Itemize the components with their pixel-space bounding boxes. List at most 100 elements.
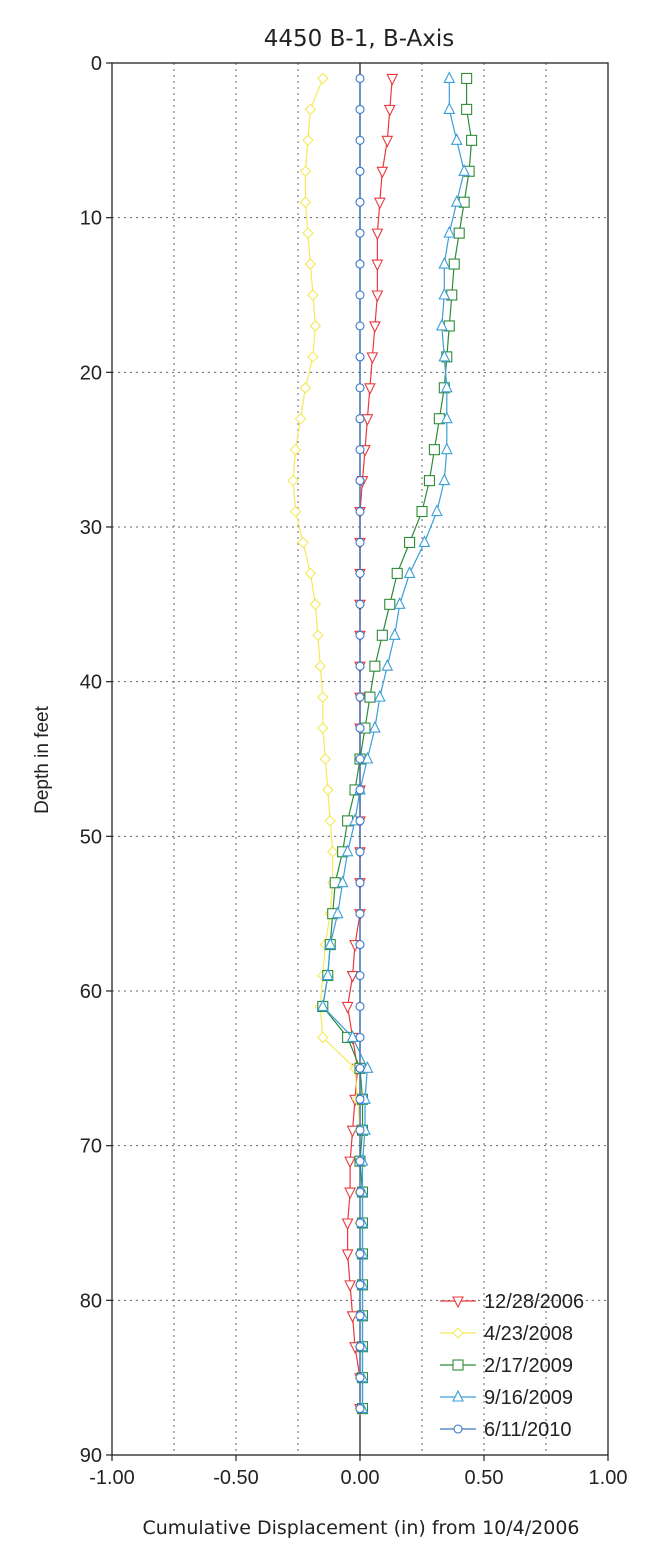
legend-label: 12/28/2006 <box>484 1291 584 1313</box>
legend-item: 2/17/2009 <box>440 1355 573 1377</box>
data-point <box>355 1125 365 1135</box>
data-point <box>355 1187 365 1197</box>
data-point <box>371 228 384 241</box>
data-point <box>361 1061 374 1073</box>
legend-marker <box>453 1424 463 1434</box>
data-point <box>355 135 365 145</box>
data-point <box>355 1218 365 1228</box>
data-point <box>418 535 431 548</box>
data-point <box>307 289 319 301</box>
data-point <box>307 351 319 363</box>
data-point <box>355 1311 365 1321</box>
y-tick-label: 50 <box>80 826 102 848</box>
data-point <box>355 599 365 609</box>
data-point <box>287 474 299 487</box>
data-point <box>302 134 314 147</box>
data-point <box>393 597 406 609</box>
data-point <box>458 164 471 176</box>
data-point <box>331 906 344 919</box>
legend-marker <box>452 1296 464 1309</box>
data-point <box>461 72 473 85</box>
data-point <box>355 537 365 548</box>
legend-marker <box>452 1389 464 1402</box>
data-point <box>341 1249 354 1262</box>
y-tick-label: 90 <box>80 1445 102 1467</box>
x-tick-label: 0.00 <box>341 1467 380 1489</box>
legend-item: 4/23/2008 <box>440 1323 573 1345</box>
data-point <box>381 135 394 148</box>
data-point <box>450 194 463 207</box>
y-tick-label: 70 <box>80 1136 102 1158</box>
data-point <box>368 321 381 334</box>
y-tick-label: 0 <box>91 53 102 75</box>
data-point <box>299 382 312 394</box>
y-tick-label: 10 <box>80 208 102 230</box>
data-point <box>361 751 374 764</box>
data-point <box>314 660 327 672</box>
data-point <box>336 875 349 888</box>
data-point <box>321 968 334 981</box>
legend-label: 9/16/2009 <box>484 1387 573 1409</box>
axes <box>106 62 609 1461</box>
data-point <box>443 71 456 84</box>
data-point <box>440 380 453 393</box>
data-point <box>344 1187 356 1200</box>
data-point <box>355 568 365 578</box>
data-series <box>287 71 478 1416</box>
data-point <box>355 878 365 888</box>
data-point <box>355 290 365 300</box>
series-4 <box>316 71 471 1414</box>
data-point <box>373 689 386 702</box>
data-point <box>371 259 384 272</box>
series-line <box>346 78 393 1409</box>
data-point <box>461 103 473 115</box>
legend-label: 6/11/2010 <box>484 1419 572 1441</box>
data-point <box>355 476 365 486</box>
data-point <box>438 287 451 300</box>
data-point <box>438 473 451 486</box>
data-point <box>355 661 365 671</box>
data-point <box>376 166 389 179</box>
data-point <box>355 197 365 207</box>
data-point <box>371 290 384 303</box>
data-point <box>309 320 322 332</box>
data-point <box>346 1030 359 1042</box>
series-line <box>322 78 473 1409</box>
data-point <box>355 970 365 981</box>
y-tick-label: 30 <box>80 517 102 539</box>
x-axis-label: Cumulative Displacement (in) from 10/4/2… <box>143 1517 580 1539</box>
series-1 <box>341 73 399 1416</box>
data-point <box>438 256 451 269</box>
data-point <box>355 166 365 176</box>
data-point <box>466 134 478 146</box>
data-point <box>355 1156 365 1166</box>
chart-title: 4450 B-1, B-Axis <box>264 26 454 52</box>
data-point <box>355 1373 365 1383</box>
data-point <box>304 258 317 270</box>
series-line <box>322 78 465 1409</box>
data-point <box>289 505 302 518</box>
tick-labels: 0 10 20 30 40 50 60 70 80 90-1.00 -0.50 0.00 0.50 1.0… <box>80 53 628 1489</box>
data-point <box>355 785 365 795</box>
legend-item: 6/11/2010 <box>440 1419 572 1441</box>
data-point <box>443 225 456 238</box>
data-point <box>364 383 376 396</box>
y-tick-label: 60 <box>80 981 102 1003</box>
data-point <box>403 566 416 578</box>
data-point <box>355 940 365 950</box>
data-point <box>355 630 365 640</box>
data-point <box>391 567 403 579</box>
data-point <box>317 722 329 734</box>
data-point <box>361 414 374 426</box>
data-point <box>355 847 365 857</box>
series-5 <box>355 73 365 1414</box>
data-point <box>355 73 365 84</box>
data-point <box>355 723 365 733</box>
data-point <box>355 816 365 826</box>
series-3 <box>317 72 478 1415</box>
data-point <box>355 1032 365 1042</box>
x-tick-label: -0.50 <box>213 1467 259 1489</box>
x-tick-label: 1.00 <box>589 1467 628 1489</box>
data-point <box>294 412 307 425</box>
